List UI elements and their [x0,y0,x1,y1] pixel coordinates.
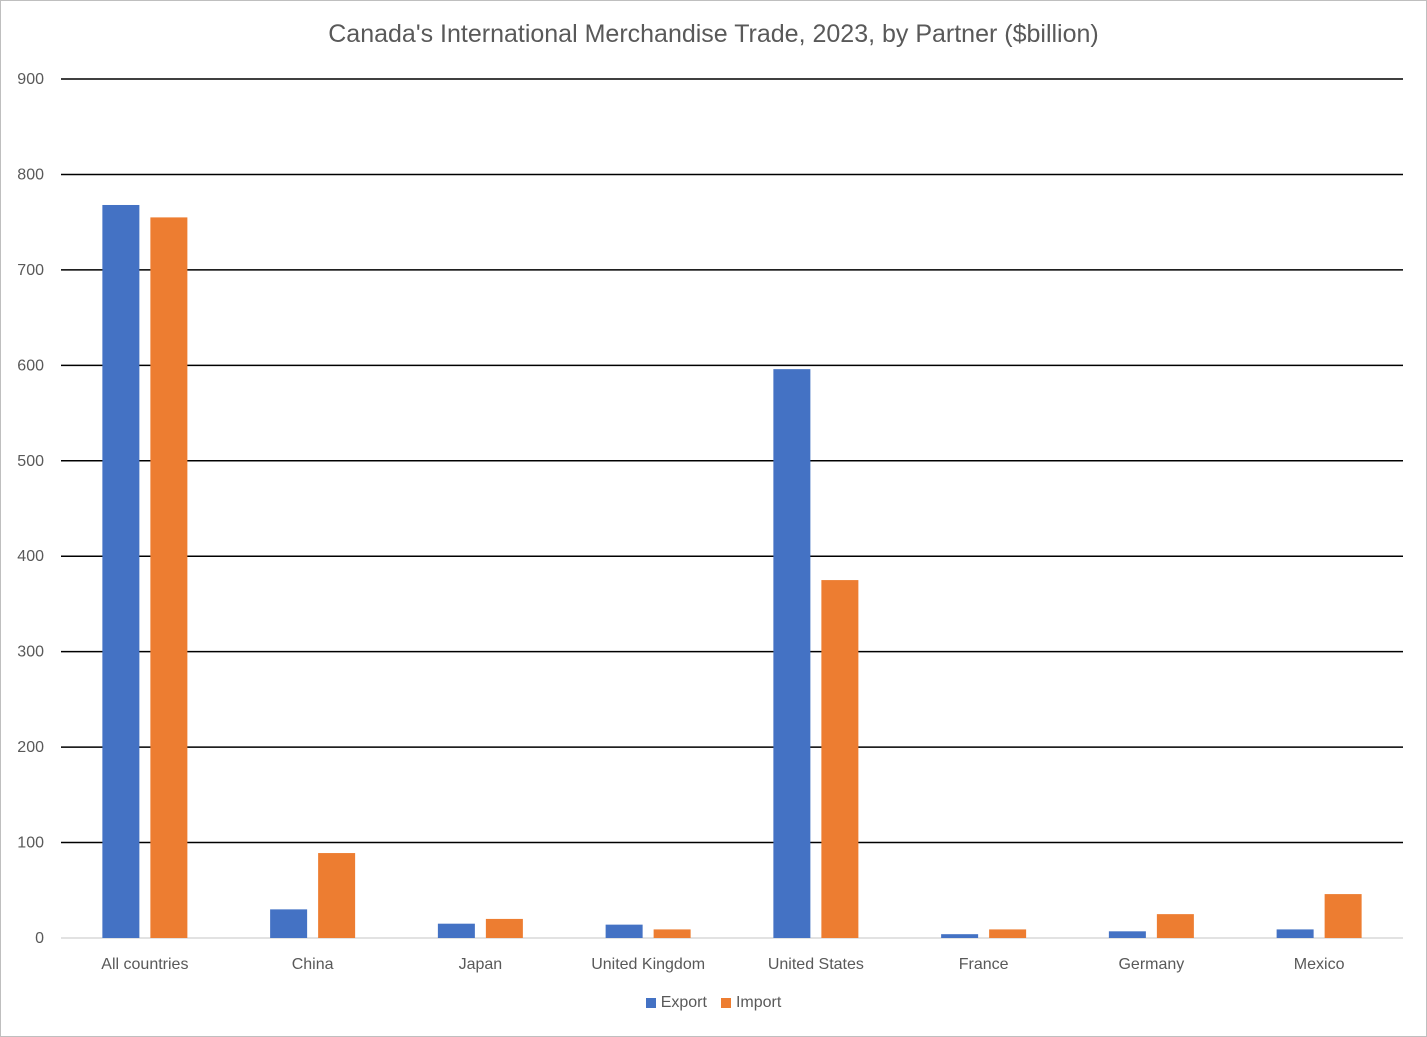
legend-item-import[interactable]: Import [720,994,782,1012]
legend-item-export[interactable]: Export [645,994,707,1012]
bar-import-united-states[interactable] [821,580,859,938]
x-tick-label: China [292,956,334,973]
x-tick-label: Mexico [1294,956,1345,973]
legend-swatch-export [645,998,656,1008]
y-tick-label: 400 [17,548,44,565]
y-tick-label: 300 [17,644,44,661]
bar-export-all-countries[interactable] [102,204,140,938]
legend-swatch-import [720,998,731,1008]
bar-export-china[interactable] [270,909,308,938]
bar-import-china[interactable] [318,853,356,938]
legend-label-import: Import [735,994,782,1011]
y-tick-label: 600 [17,357,44,374]
y-tick-label: 900 [17,71,44,88]
x-tick-label: United Kingdom [591,956,705,973]
y-axis-ticks: 0 100 200 300 400 500 600 700 800 900 [17,71,44,947]
bar-import-germany[interactable] [1156,914,1194,938]
y-tick-label: 0 [35,930,44,947]
y-tick-label: 200 [17,739,44,756]
chart-title: Canada's International Merchandise Trade… [328,20,1099,48]
y-tick-label: 700 [17,262,44,279]
bar-import-mexico[interactable] [1324,894,1362,938]
y-tick-label: 100 [17,835,44,852]
bar-import-france[interactable] [989,929,1027,938]
bar-import-united-kingdom[interactable] [653,929,691,938]
bar-import-japan[interactable] [485,918,523,938]
bar-export-germany[interactable] [1108,931,1146,938]
x-tick-label: United States [768,956,864,973]
bar-export-united-states[interactable] [773,369,811,938]
legend: Export Import [0,994,1427,1012]
bar-export-united-kingdom[interactable] [605,924,643,938]
bars [102,204,1362,939]
x-axis-ticks: All countries China Japan United Kingdom Uni… [101,956,1344,973]
legend-label-export: Export [660,994,707,1011]
gridlines [61,78,1403,939]
bar-import-all-countries[interactable] [150,217,188,939]
y-tick-label: 800 [17,166,44,183]
x-tick-label: All countries [101,956,188,973]
bar-export-france[interactable] [941,934,979,938]
x-tick-label: Japan [459,956,503,973]
x-tick-label: France [959,956,1009,973]
bar-export-mexico[interactable] [1276,929,1314,938]
y-tick-label: 500 [17,453,44,470]
x-tick-label: Germany [1118,956,1184,973]
bar-export-japan[interactable] [437,923,475,938]
